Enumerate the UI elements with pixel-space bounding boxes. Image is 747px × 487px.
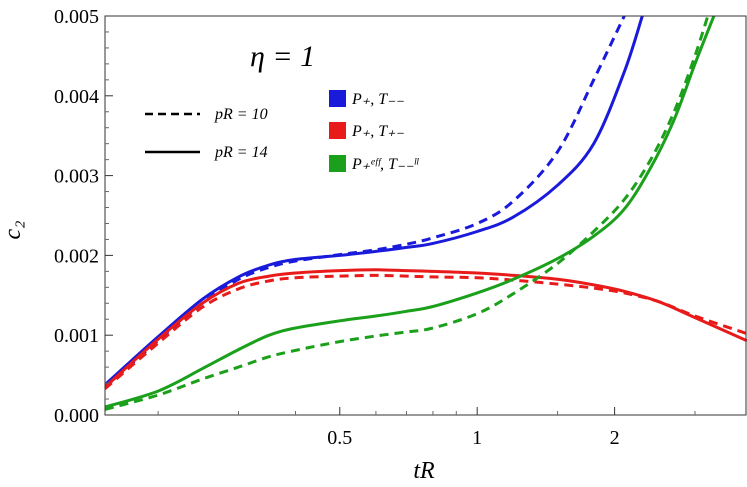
- legend-red-swatch: [329, 122, 346, 139]
- y-tick-label: 0.004: [54, 86, 99, 108]
- legend-blue-swatch: [329, 90, 346, 107]
- legend-green-swatch: [329, 155, 346, 172]
- linestyle-legend: pR = 10 pR = 14: [145, 106, 268, 161]
- plot-frame: [104, 15, 747, 416]
- legend-pr14-label: pR = 14: [214, 144, 268, 161]
- y-tick-label: 0.002: [54, 245, 99, 267]
- series-line-3: [105, 268, 747, 389]
- legend-red-label: P₊, T₊₋: [351, 123, 405, 140]
- y-tick-label: 0.000: [54, 405, 99, 427]
- color-legend: P₊, T₋₋ P₊, T₊₋ P₊ᵉᶠᶠ, T₋₋ˡˡ: [329, 90, 419, 173]
- series-line-1: [105, 16, 644, 386]
- x-axis-title: tR: [413, 458, 435, 484]
- series-line-0: [105, 16, 626, 389]
- legend-blue-label: P₊, T₋₋: [351, 91, 405, 108]
- legend-green-label: P₊ᵉᶠᶠ, T₋₋ˡˡ: [351, 156, 419, 173]
- y-tick-label: 0.003: [54, 166, 99, 188]
- x-tick-label: 0.5: [327, 427, 352, 449]
- eta-annotation: η = 1: [250, 40, 315, 73]
- series-line-2: [105, 273, 747, 390]
- y-tick-label: 0.001: [54, 325, 99, 347]
- y-axis-title: c₂: [0, 221, 26, 240]
- y-tick-label: 0.005: [54, 6, 99, 28]
- series-line-4: [105, 16, 710, 411]
- x-tick-label: 2: [610, 427, 620, 449]
- legend-pr10-label: pR = 10: [214, 106, 268, 123]
- series-line-5: [105, 16, 716, 409]
- x-tick-label: 1: [472, 427, 482, 449]
